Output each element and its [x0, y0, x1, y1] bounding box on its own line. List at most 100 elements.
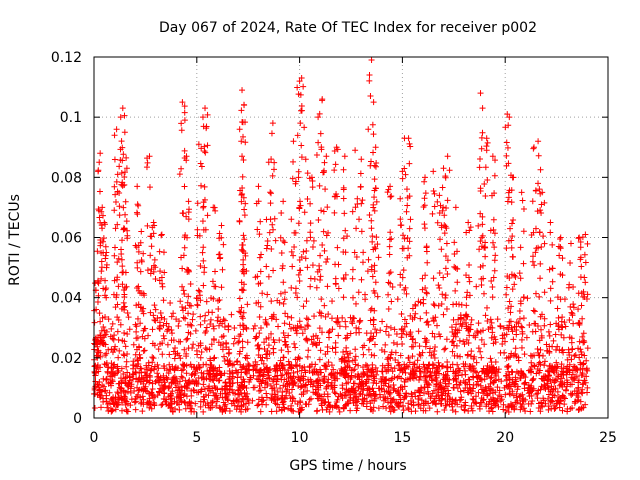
data-point — [415, 328, 422, 335]
data-point — [301, 367, 308, 374]
data-point — [541, 322, 548, 329]
data-point — [426, 349, 433, 356]
data-point — [195, 287, 202, 294]
data-point — [469, 388, 476, 395]
data-point — [332, 349, 339, 356]
data-point — [92, 390, 99, 397]
data-point — [275, 323, 282, 330]
data-point — [250, 372, 257, 379]
data-point — [570, 301, 577, 308]
data-point — [169, 330, 176, 337]
data-point — [239, 173, 246, 180]
data-point — [185, 380, 192, 387]
data-point — [576, 234, 583, 241]
data-point — [369, 233, 376, 240]
data-point — [180, 287, 187, 294]
data-point — [222, 379, 229, 386]
data-point — [124, 331, 131, 338]
data-point — [488, 278, 495, 285]
data-point — [580, 339, 587, 346]
data-point — [444, 393, 451, 400]
data-point — [529, 258, 536, 265]
data-point — [371, 375, 378, 382]
data-point — [431, 190, 438, 197]
data-point — [137, 354, 144, 361]
data-point — [547, 285, 554, 292]
data-point — [134, 334, 141, 341]
data-point — [181, 183, 188, 190]
data-point — [288, 314, 295, 321]
data-point — [412, 301, 419, 308]
data-point — [535, 404, 542, 411]
data-point — [119, 105, 126, 112]
data-point — [391, 365, 398, 372]
data-point — [458, 314, 465, 321]
data-point — [159, 283, 166, 290]
data-point — [513, 326, 520, 333]
data-point — [285, 332, 292, 339]
data-point — [366, 212, 373, 219]
data-point — [109, 335, 116, 342]
data-point — [115, 283, 122, 290]
data-point — [258, 251, 265, 258]
data-point — [225, 397, 232, 404]
data-point — [420, 300, 427, 307]
data-point — [477, 210, 484, 217]
data-point — [304, 353, 311, 360]
data-point — [97, 318, 104, 325]
data-point — [231, 324, 238, 331]
data-point — [194, 200, 201, 207]
data-point — [567, 240, 574, 247]
data-point — [387, 183, 394, 190]
data-point — [377, 327, 384, 334]
data-point — [318, 402, 325, 409]
data-point — [490, 226, 497, 233]
data-point — [228, 375, 235, 382]
data-point — [240, 156, 247, 163]
data-point — [440, 165, 447, 172]
data-point — [553, 359, 560, 366]
data-point — [528, 400, 535, 407]
data-point — [123, 165, 130, 172]
data-point — [466, 261, 473, 268]
data-point — [482, 164, 489, 171]
data-point — [575, 379, 582, 386]
data-point — [430, 188, 437, 195]
data-point — [157, 385, 164, 392]
data-point — [550, 337, 557, 344]
data-point — [421, 221, 428, 228]
data-point — [547, 219, 554, 226]
data-point — [362, 296, 369, 303]
data-point — [547, 297, 554, 304]
data-point — [104, 400, 111, 407]
data-point — [317, 347, 324, 354]
data-point — [536, 229, 543, 236]
data-point — [204, 212, 211, 219]
data-point — [575, 393, 582, 400]
data-point — [140, 401, 147, 408]
data-point — [432, 376, 439, 383]
data-point — [574, 367, 581, 374]
data-point — [371, 392, 378, 399]
data-point — [297, 198, 304, 205]
data-point — [201, 143, 208, 150]
data-point — [325, 376, 332, 383]
data-point — [438, 246, 445, 253]
data-point — [290, 382, 297, 389]
data-point — [315, 114, 322, 121]
data-point — [463, 302, 470, 309]
data-point — [460, 387, 467, 394]
data-point — [401, 365, 408, 372]
data-point — [444, 376, 451, 383]
data-point — [511, 406, 518, 413]
data-point — [578, 263, 585, 270]
data-point — [99, 382, 106, 389]
data-point — [168, 401, 175, 408]
data-point — [510, 336, 517, 343]
data-point — [272, 373, 279, 380]
data-point — [152, 317, 159, 324]
data-point — [382, 377, 389, 384]
data-point — [238, 408, 245, 415]
data-point — [494, 316, 501, 323]
data-point — [256, 345, 263, 352]
